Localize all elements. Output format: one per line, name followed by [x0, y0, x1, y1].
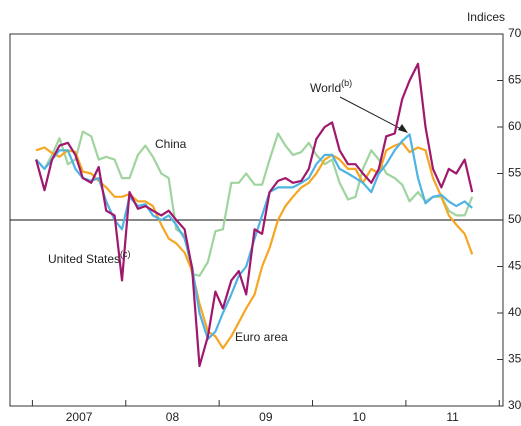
series-line [35, 133, 473, 341]
y-tick-label: 60 [508, 119, 521, 133]
series-line [35, 130, 474, 277]
x-tick-label: 10 [353, 410, 367, 424]
x-tick-label: 08 [166, 410, 180, 424]
annotation-arrow [339, 96, 406, 132]
y-tick-label: 40 [508, 305, 521, 319]
y-tick-label: 50 [508, 212, 521, 226]
y-tick-label: 55 [508, 166, 521, 180]
y-tick-label: 65 [508, 73, 521, 87]
series-label: China [155, 137, 187, 151]
y-unit: Indices [467, 10, 505, 24]
series-name: China [155, 137, 187, 151]
series-name: World [310, 81, 341, 95]
series-label: World(b) [310, 78, 352, 95]
series-line [35, 62, 474, 368]
arrow-head [398, 124, 408, 133]
series-name: Euro area [235, 330, 288, 344]
y-tick-label: 30 [508, 398, 521, 412]
series-line [35, 141, 474, 350]
series-name: United States [48, 252, 120, 266]
series-note: (c) [120, 249, 131, 259]
series-label: United States(c) [48, 249, 131, 266]
x-tick-label: 2007 [66, 410, 93, 424]
series-label: Euro area [235, 330, 288, 344]
x-tick-label: 09 [259, 410, 273, 424]
y-tick-label: 45 [508, 259, 521, 273]
x-tick-label: 11 [446, 410, 459, 424]
y-tick-label: 35 [508, 352, 521, 366]
series-note: (b) [341, 78, 352, 88]
y-tick-label: 70 [508, 26, 521, 40]
